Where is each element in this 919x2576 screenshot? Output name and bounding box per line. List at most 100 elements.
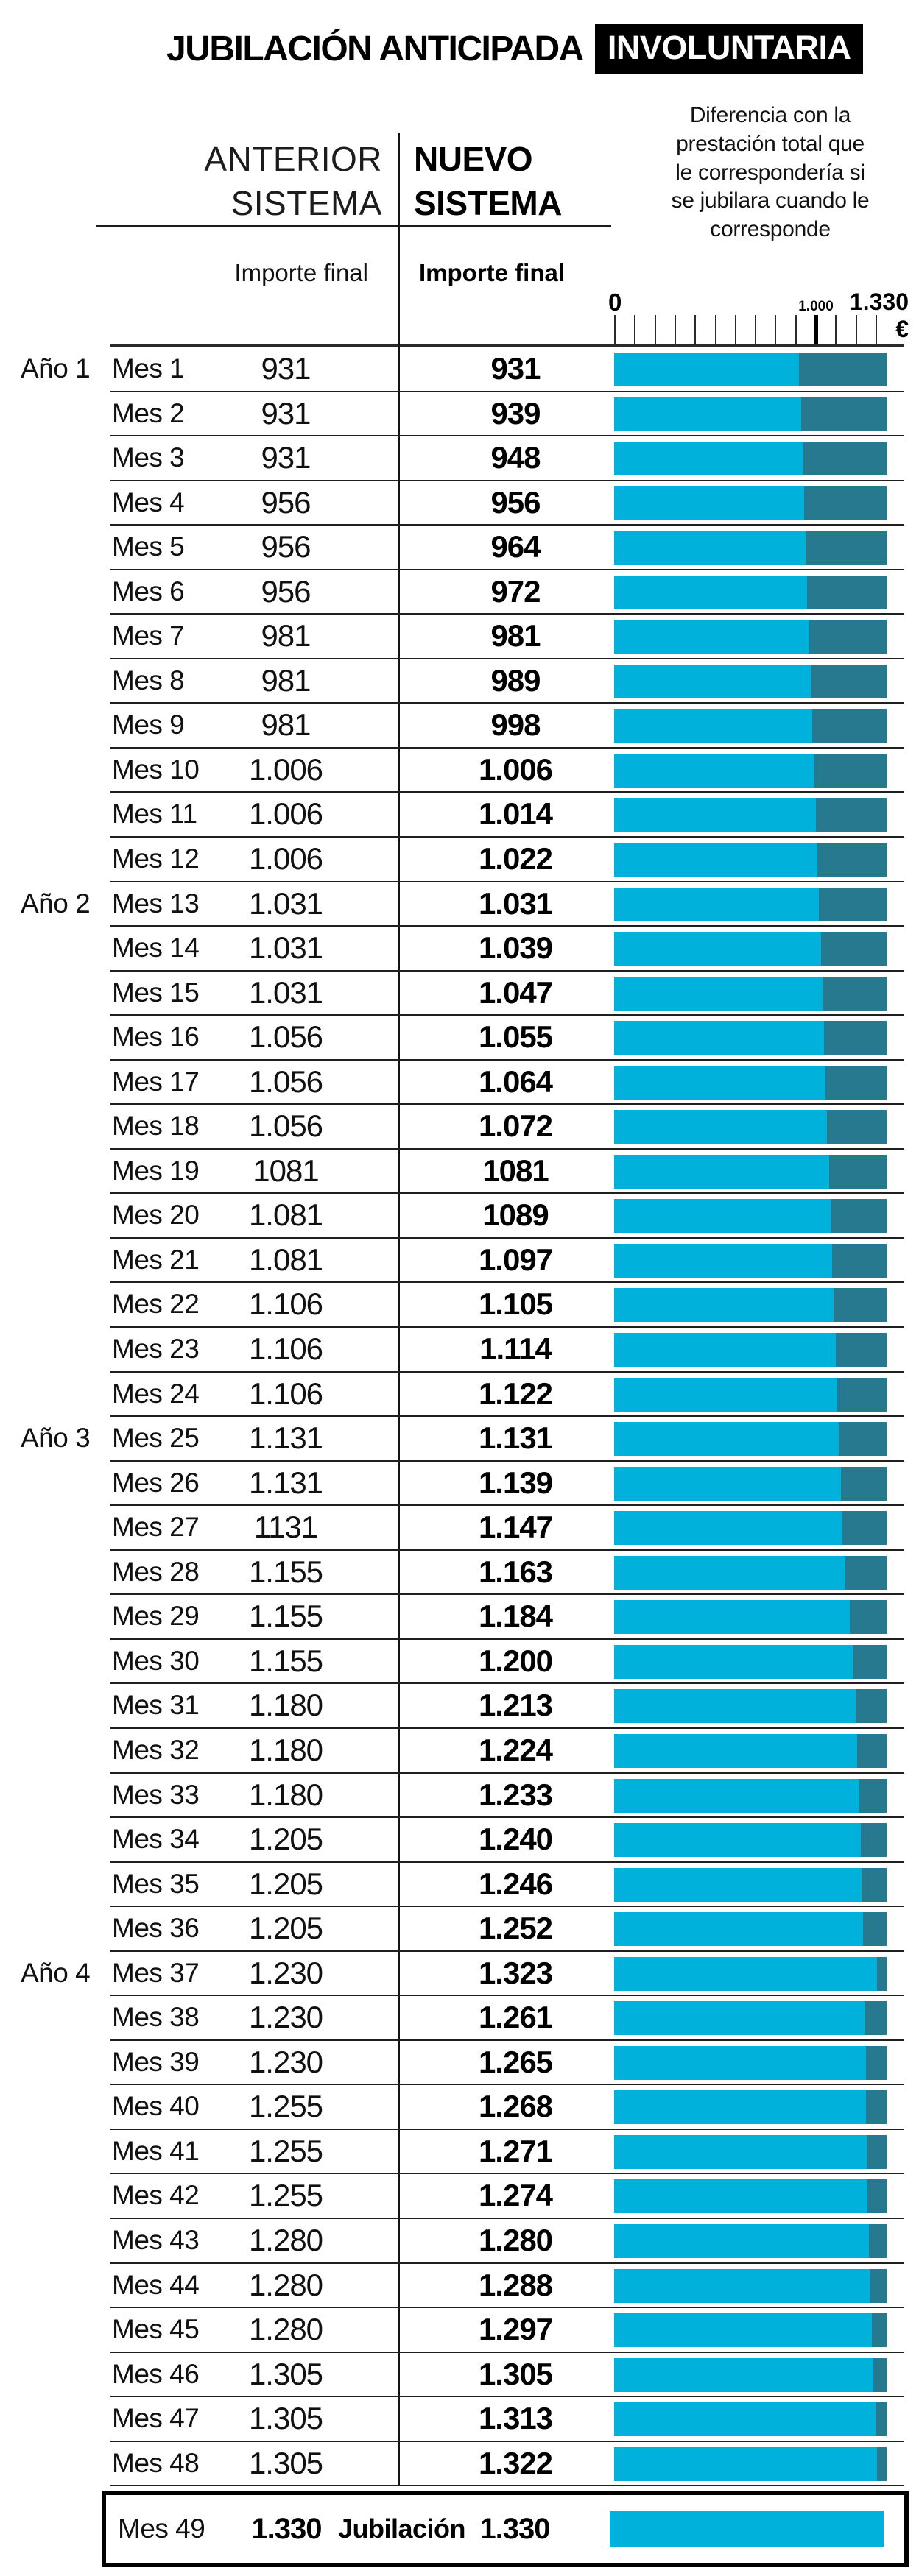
- anterior-value: 1.106: [248, 1331, 323, 1367]
- difference-bar: [614, 798, 887, 832]
- nuevo-value: 1.274: [478, 2178, 553, 2213]
- nuevo-value: 1.240: [478, 1822, 553, 1857]
- anterior-value: 1.081: [248, 1242, 323, 1277]
- nuevo-value: 989: [490, 662, 541, 698]
- column-header-anterior-sistema: ANTERIOR SISTEMA: [73, 137, 382, 225]
- nuevo-value: 1.014: [478, 796, 553, 832]
- nuevo-value: 1.097: [478, 1242, 553, 1277]
- nuevo-value: 1.064: [478, 1064, 553, 1099]
- table-row: Mes 31 1.180 1.213: [110, 1684, 904, 1729]
- table-row: Mes 2 931 939: [110, 392, 904, 437]
- nuevo-value: 1.139: [478, 1465, 553, 1500]
- difference-bar: [614, 1689, 887, 1724]
- bar-nuevo-segment: [614, 1377, 837, 1412]
- mes-label: Mes 35: [112, 1868, 200, 1899]
- axis-label-min: 0: [608, 289, 622, 316]
- difference-bar: [614, 1422, 887, 1457]
- difference-bar: [614, 1110, 887, 1144]
- table-row: Año 1 Mes 1 931 931: [21, 347, 904, 392]
- mes-label: Mes 49: [118, 2513, 205, 2544]
- axis-tick: [614, 315, 616, 344]
- column-divider-line: [398, 133, 400, 2486]
- mes-label: Mes 22: [112, 1289, 200, 1320]
- difference-bar: [614, 753, 887, 788]
- difference-bar: [614, 620, 887, 654]
- bar-nuevo-segment: [614, 486, 804, 520]
- table-row: Mes 41 1.255 1.271: [110, 2130, 904, 2175]
- anterior-value: 1.205: [248, 1911, 323, 1946]
- nuevo-value: 1.313: [478, 2401, 553, 2436]
- mes-label: Mes 9: [112, 710, 185, 740]
- nuevo-value: 1.055: [478, 1019, 553, 1055]
- table-row: Mes 38 1.230 1.261: [110, 1996, 904, 2041]
- nuevo-value: 1.031: [478, 885, 553, 921]
- bar-nuevo-segment: [614, 709, 812, 743]
- mes-label: Mes 26: [112, 1467, 200, 1498]
- bar-nuevo-segment: [614, 2223, 869, 2258]
- bar-nuevo-segment: [614, 1333, 836, 1367]
- nuevo-value: 1081: [482, 1153, 549, 1188]
- mes-label: Mes 11: [112, 799, 197, 829]
- axis-tick: [694, 315, 696, 344]
- axis-label-max: 1.330 €: [849, 289, 909, 342]
- bar-nuevo-segment: [614, 575, 807, 609]
- nuevo-value: 1.280: [478, 2222, 553, 2257]
- nuevo-value: 1.213: [478, 1688, 553, 1723]
- bar-nuevo-segment: [614, 976, 823, 1011]
- bar-nuevo-segment: [614, 1555, 845, 1590]
- mes-label: Mes 27: [112, 1512, 200, 1543]
- mes-label: Mes 25: [112, 1423, 200, 1454]
- bar-nuevo-segment: [614, 2313, 872, 2348]
- table-row: Mes 34 1.205 1.240: [110, 1818, 904, 1863]
- table-row: Mes 32 1.180 1.224: [110, 1729, 904, 1774]
- mes-label: Mes 46: [112, 2358, 200, 2389]
- title-text: JUBILACIÓN ANTICIPADA: [166, 29, 584, 68]
- axis-tick: [655, 315, 656, 344]
- table-row: Mes 39 1.230 1.265: [110, 2041, 904, 2086]
- nuevo-value: 1.122: [478, 1376, 553, 1411]
- mes-label: Mes 15: [112, 977, 200, 1008]
- mes-label: Mes 44: [112, 2269, 200, 2300]
- mes-label: Mes 24: [112, 1378, 200, 1409]
- axis-baseline: [110, 344, 904, 347]
- difference-bar: [614, 2268, 887, 2303]
- bar-full: [610, 2511, 884, 2547]
- anterior-value: 1.230: [248, 2000, 323, 2035]
- mes-label: Mes 29: [112, 1601, 200, 1632]
- nuevo-value: 948: [490, 440, 541, 475]
- mes-label: Mes 38: [112, 2002, 200, 2033]
- anterior-header-line1: ANTERIOR: [204, 140, 382, 178]
- bar-nuevo-segment: [614, 1956, 877, 1991]
- bar-nuevo-segment: [614, 353, 799, 386]
- anterior-value: 931: [261, 395, 311, 431]
- nuevo-value: 1.252: [478, 1911, 553, 1946]
- mes-label: Mes 6: [112, 576, 185, 606]
- bar-nuevo-segment: [614, 2179, 867, 2214]
- bar-nuevo-segment: [614, 1243, 832, 1278]
- difference-bar: [614, 442, 887, 476]
- subheader-importe-final-anterior: Importe final: [234, 259, 368, 286]
- mes-label: Mes 48: [112, 2447, 200, 2478]
- table-row: Mes 18 1.056 1.072: [110, 1105, 904, 1150]
- mes-label: Mes 3: [112, 442, 185, 473]
- difference-note-line: prestación total que: [676, 131, 865, 156]
- table-row: Mes 6 956 972: [110, 570, 904, 615]
- nuevo-value: 1.305: [478, 2356, 553, 2391]
- nuevo-value: 1.288: [478, 2267, 553, 2302]
- nuevo-value: 1.114: [479, 1331, 552, 1367]
- header-underline: [96, 225, 611, 227]
- bar-nuevo-segment: [614, 798, 816, 832]
- anterior-value: 1.081: [248, 1197, 323, 1233]
- mes-label: Mes 34: [112, 1824, 200, 1855]
- bar-nuevo-segment: [614, 664, 811, 698]
- nuevo-value: 1.047: [478, 974, 553, 1010]
- difference-bar: [614, 1199, 887, 1234]
- difference-bar: [614, 2045, 887, 2080]
- mes-label: Mes 21: [112, 1244, 200, 1275]
- difference-bar: [614, 2223, 887, 2258]
- difference-bar: [614, 486, 887, 520]
- table-row: Mes 21 1.081 1.097: [110, 1239, 904, 1284]
- anterior-value: 1.056: [248, 1019, 323, 1055]
- difference-bar: [614, 1867, 887, 1902]
- table-row: Mes 5 956 964: [110, 526, 904, 570]
